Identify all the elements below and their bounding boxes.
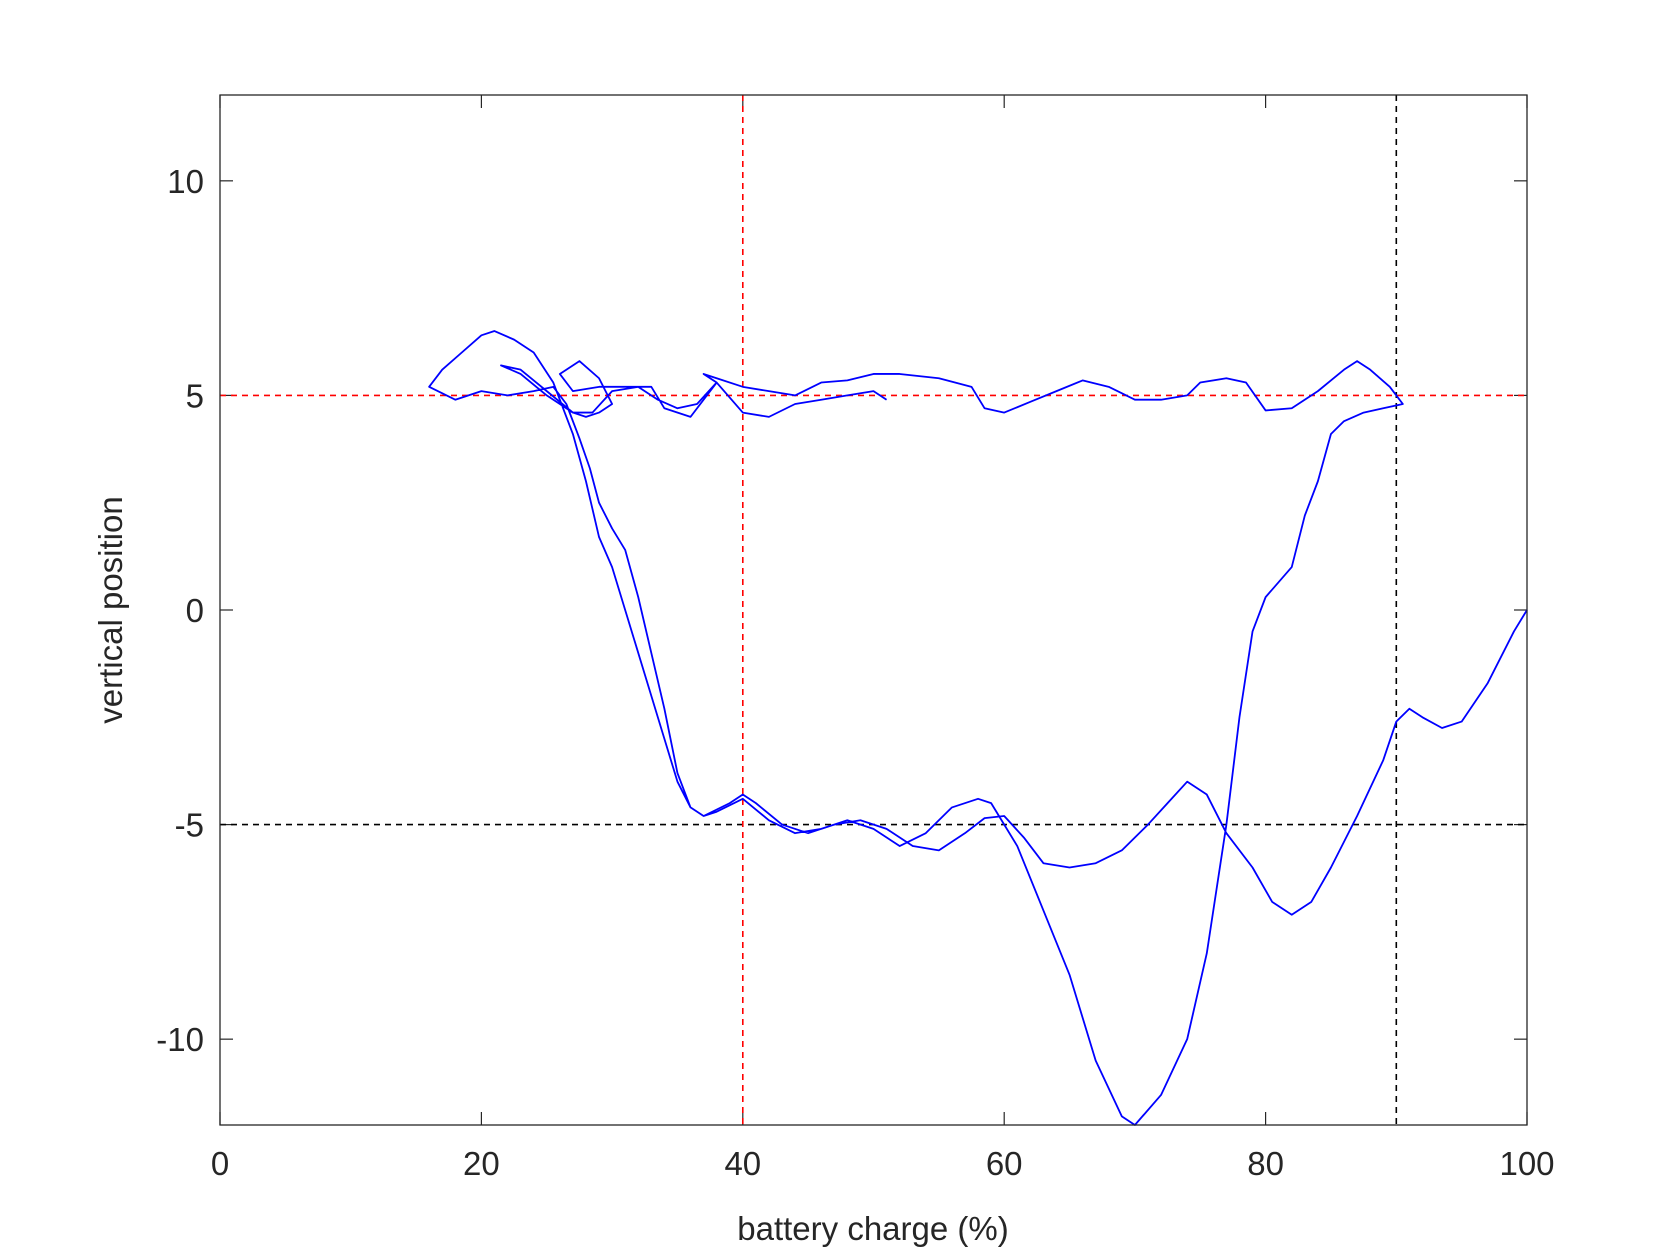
y-tick-label: 0	[186, 592, 204, 629]
y-tick-label: 10	[167, 163, 204, 200]
y-axis-label: vertical position	[92, 496, 129, 723]
data-line	[428, 330, 1528, 1126]
y-tick-label: -10	[156, 1021, 204, 1058]
x-tick-label: 80	[1247, 1145, 1284, 1182]
plot-frame	[219, 94, 1528, 1126]
y-tick-label: 5	[186, 377, 204, 414]
y-tick-label: -5	[175, 807, 204, 844]
x-tick-label: 60	[986, 1145, 1023, 1182]
x-tick-label: 100	[1499, 1145, 1554, 1182]
x-tick-label: 0	[211, 1145, 229, 1182]
x-axis-label: battery charge (%)	[737, 1210, 1008, 1247]
x-tick-label: 20	[463, 1145, 500, 1182]
x-tick-label: 40	[724, 1145, 761, 1182]
